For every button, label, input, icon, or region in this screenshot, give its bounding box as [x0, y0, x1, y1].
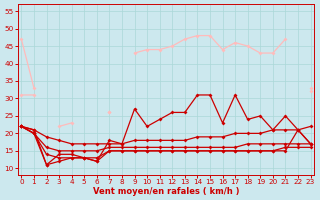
X-axis label: Vent moyen/en rafales ( km/h ): Vent moyen/en rafales ( km/h )	[93, 187, 239, 196]
